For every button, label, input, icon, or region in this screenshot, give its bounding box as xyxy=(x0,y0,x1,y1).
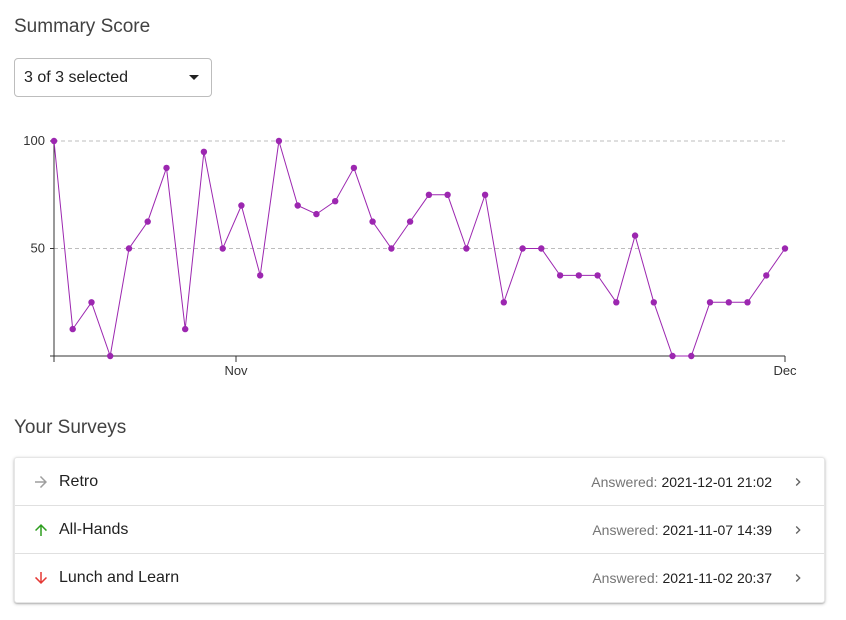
survey-row-retro[interactable]: Retro Answered: 2021-12-01 21:02 xyxy=(15,458,824,506)
data-point xyxy=(50,137,58,145)
data-point xyxy=(406,218,414,225)
x-tick-label: Nov xyxy=(224,363,248,378)
data-point xyxy=(88,299,95,306)
data-point xyxy=(275,137,283,145)
arrow-up-icon xyxy=(32,521,50,539)
data-point xyxy=(781,245,789,252)
data-point xyxy=(182,325,189,333)
data-point xyxy=(200,148,208,155)
chevron-right-icon[interactable] xyxy=(790,570,806,586)
survey-name: Retro xyxy=(59,472,99,490)
y-tick-label: 50 xyxy=(31,241,45,256)
data-point xyxy=(500,299,507,306)
survey-list: Retro Answered: 2021-12-01 21:02 All-Han… xyxy=(14,457,825,603)
data-point xyxy=(238,202,245,209)
data-point xyxy=(107,352,114,360)
data-point xyxy=(519,245,526,252)
data-point xyxy=(556,272,564,279)
data-point xyxy=(631,232,639,239)
summary-score-chart: 100 50 Nov Dec xyxy=(23,133,797,378)
data-point xyxy=(650,299,657,306)
score-series-line xyxy=(53,140,786,358)
data-point xyxy=(144,218,151,225)
data-point xyxy=(313,210,320,218)
answered-label: Answered: xyxy=(592,570,659,586)
data-point xyxy=(125,245,133,252)
data-point xyxy=(257,272,264,279)
survey-name: All-Hands xyxy=(59,520,129,538)
answered-timestamp: 2021-11-02 20:37 xyxy=(662,570,773,586)
data-point xyxy=(481,191,489,198)
answered-timestamp: 2021-12-01 21:02 xyxy=(661,473,772,490)
data-point xyxy=(294,202,301,209)
data-point xyxy=(669,352,676,360)
answered-label: Answered: xyxy=(591,473,658,490)
x-tick-label: Dec xyxy=(773,363,797,378)
data-point xyxy=(388,245,395,252)
survey-row-all-hands[interactable]: All-Hands Answered: 2021-11-07 14:39 xyxy=(15,506,824,554)
y-tick-label: 100 xyxy=(23,133,45,148)
chevron-right-icon[interactable] xyxy=(790,474,806,490)
data-point xyxy=(744,299,751,306)
answered-label: Answered: xyxy=(592,521,659,538)
data-point xyxy=(219,245,226,252)
data-point xyxy=(613,299,620,306)
data-point xyxy=(594,272,601,279)
data-point xyxy=(425,191,433,198)
arrow-down-icon xyxy=(32,569,50,587)
summary-score-title: Summary Score xyxy=(14,16,151,37)
chevron-right-icon[interactable] xyxy=(790,522,806,538)
answered-timestamp: 2021-11-07 14:39 xyxy=(662,521,773,538)
data-point xyxy=(575,272,582,279)
data-point xyxy=(463,245,470,252)
arrow-right-icon xyxy=(32,473,50,491)
survey-filter-select[interactable]: 3 of 3 selected xyxy=(14,58,212,97)
data-point xyxy=(369,218,376,225)
data-point xyxy=(538,245,545,252)
caret-down-icon xyxy=(189,75,199,80)
data-point xyxy=(725,299,732,306)
data-point xyxy=(763,272,770,279)
your-surveys-title: Your Surveys xyxy=(14,417,127,438)
data-point xyxy=(706,299,714,306)
data-point xyxy=(444,191,451,198)
data-point xyxy=(69,325,76,333)
data-point xyxy=(350,164,358,172)
data-point xyxy=(688,352,695,360)
survey-filter-value: 3 of 3 selected xyxy=(24,68,129,86)
data-point xyxy=(163,164,170,172)
survey-row-lunch-and-learn[interactable]: Lunch and Learn Answered: 2021-11-02 20:… xyxy=(15,554,824,602)
data-point xyxy=(332,198,339,205)
survey-name: Lunch and Learn xyxy=(59,569,180,586)
